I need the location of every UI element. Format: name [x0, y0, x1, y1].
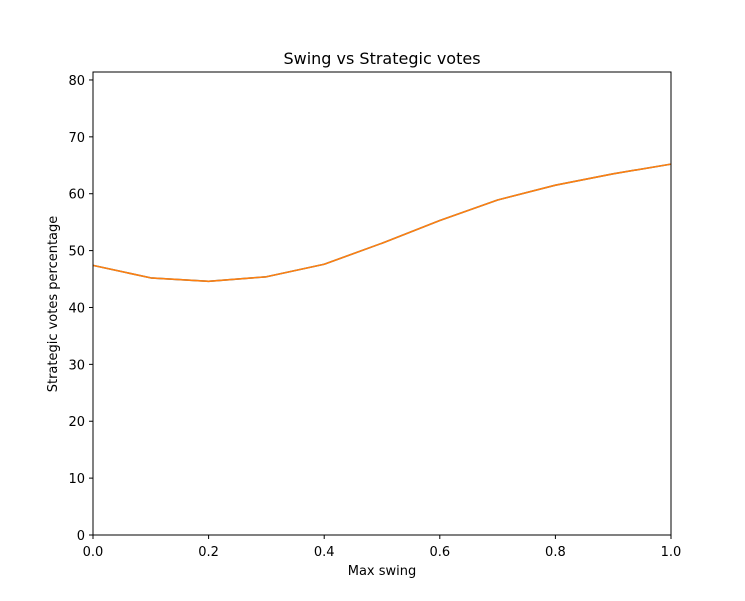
x-tick-label: 0.6	[429, 545, 450, 560]
y-tick-label: 0	[77, 529, 85, 544]
x-tick-label: 0.4	[314, 545, 335, 560]
y-axis: 0 10 20 30 40 50 60 70 80	[68, 74, 93, 544]
y-tick-label: 30	[68, 358, 85, 373]
y-axis-label: Strategic votes percentage	[46, 216, 61, 393]
x-tick-label: 0.8	[545, 545, 566, 560]
y-tick-label: 70	[68, 131, 85, 146]
y-tick-label: 10	[68, 472, 85, 487]
plot-frame	[92, 71, 672, 536]
chart-title: Swing vs Strategic votes	[283, 49, 480, 68]
x-axis: 0.0 0.2 0.4 0.6 0.8 1.0	[83, 535, 682, 560]
x-tick-label: 0.2	[198, 545, 219, 560]
y-tick-label: 50	[68, 245, 85, 260]
x-tick-label: 1.0	[661, 545, 682, 560]
x-axis-label: Max swing	[348, 564, 417, 579]
series-layer	[92, 163, 672, 283]
x-tick-label: 0.0	[83, 545, 104, 560]
y-tick-label: 40	[68, 301, 85, 316]
y-tick-label: 80	[68, 74, 85, 89]
y-tick-label: 20	[68, 415, 85, 430]
y-tick-label: 60	[68, 188, 85, 203]
series-line-2	[92, 163, 672, 283]
